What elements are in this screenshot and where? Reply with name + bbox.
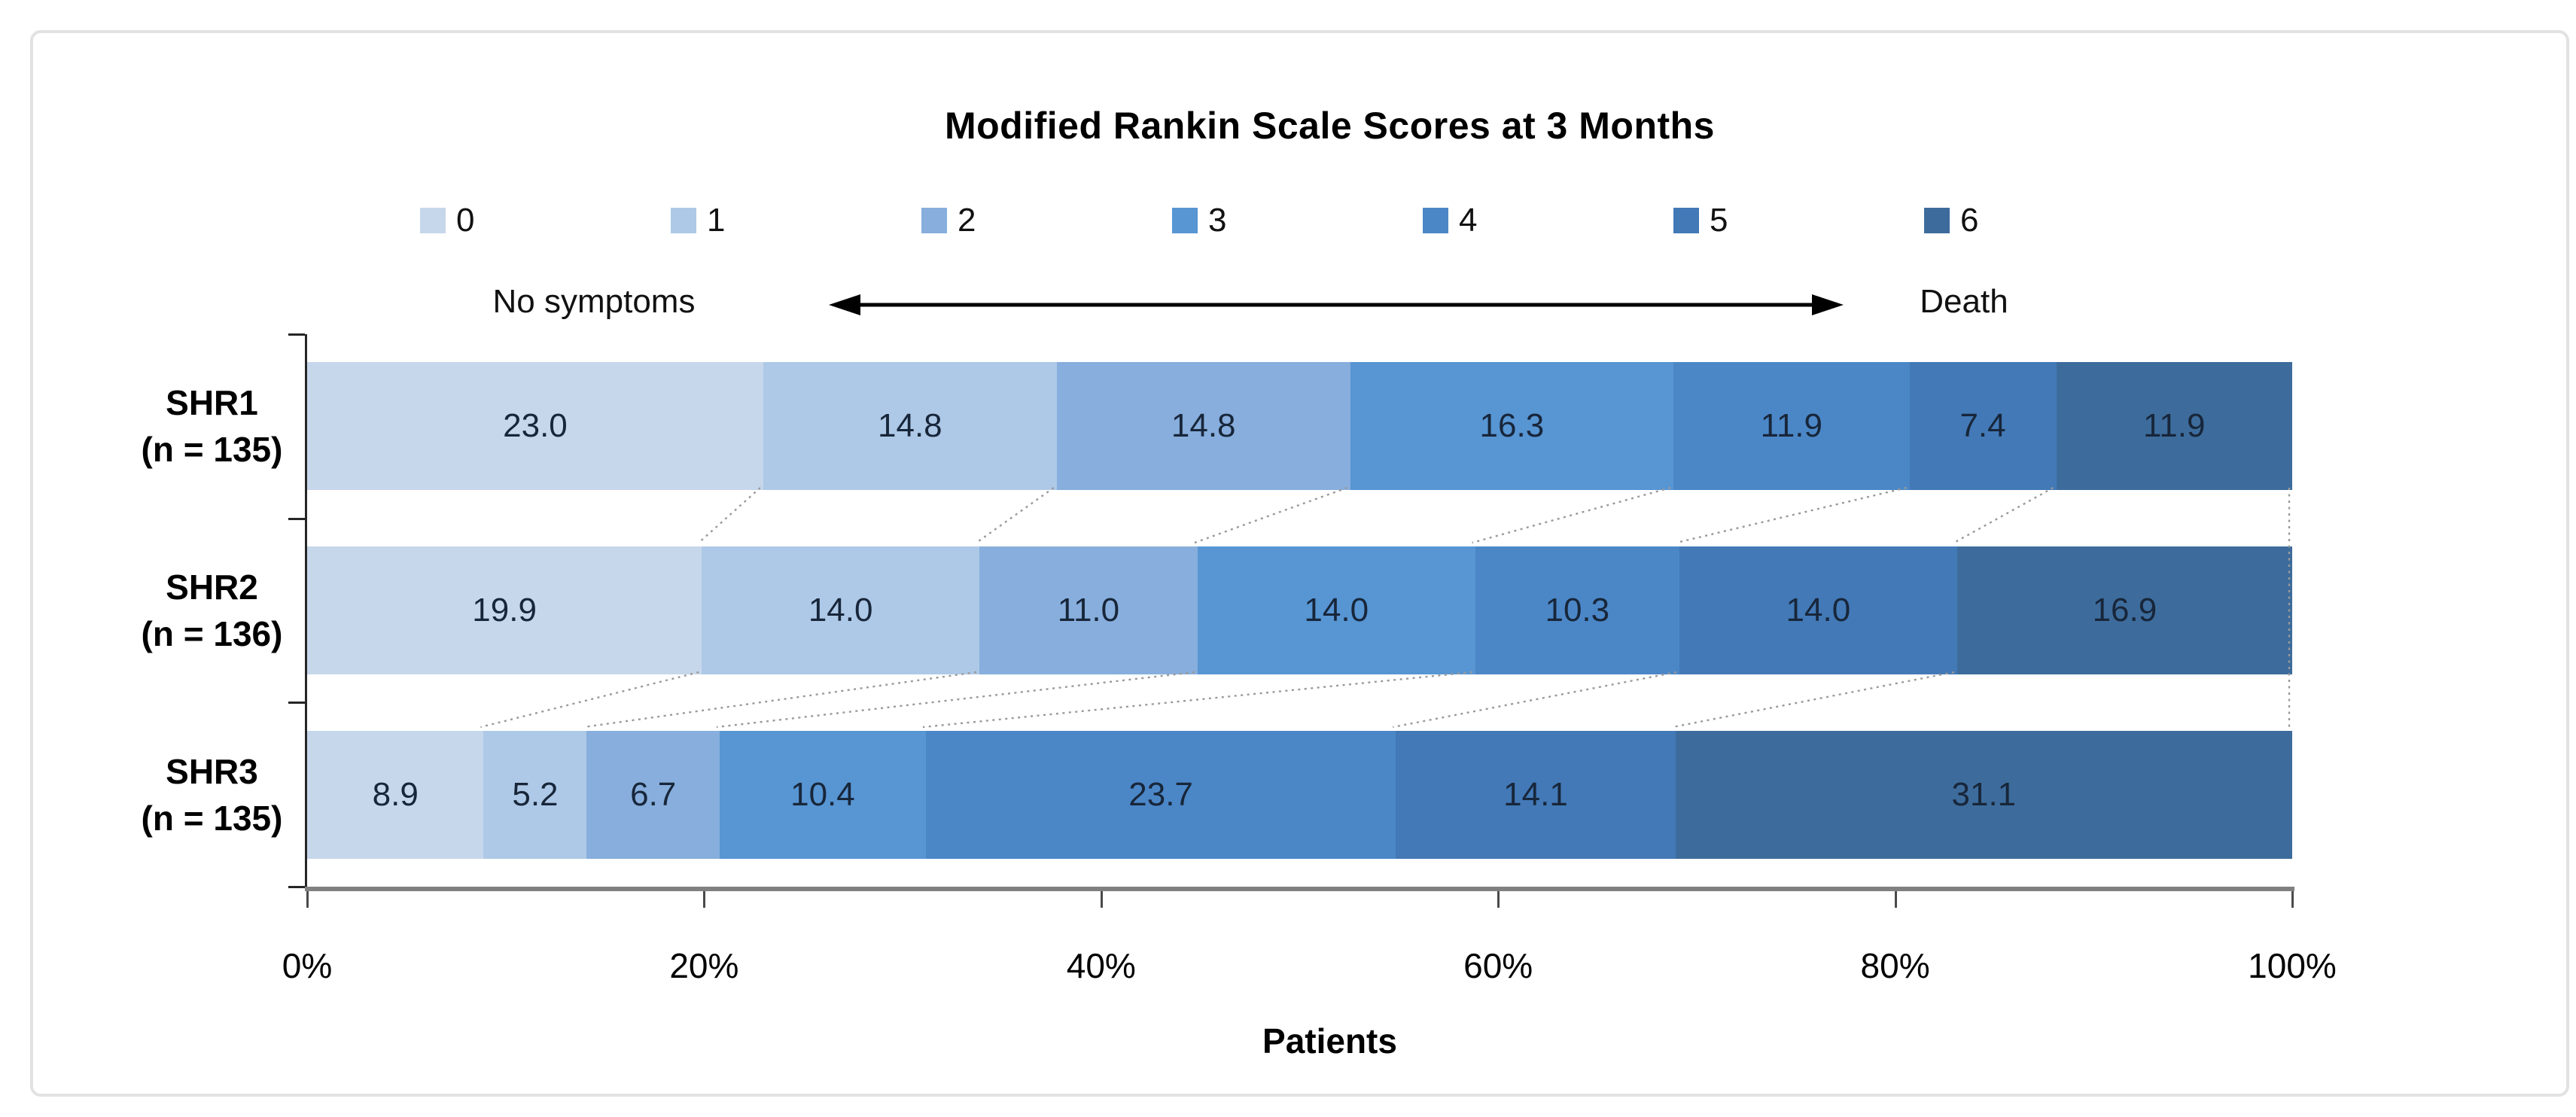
legend-swatch-5 — [1673, 208, 1699, 233]
segment-value-label: 14.0 — [1304, 592, 1369, 629]
segment-value-label: 19.9 — [472, 592, 537, 629]
bar-segment: 14.8 — [1056, 362, 1350, 490]
scale-left-label: No symptoms — [492, 283, 696, 320]
scale-right-label: Death — [1920, 283, 2008, 320]
segment-value-label: 6.7 — [630, 776, 677, 813]
bar-segment: 14.0 — [1679, 546, 1957, 674]
x-tick-label: 100% — [2248, 946, 2337, 985]
segment-value-label: 31.1 — [1951, 776, 2017, 813]
x-axis-tick — [1497, 891, 1500, 908]
bar-segment: 14.1 — [1396, 731, 1676, 859]
category-name: SHR1 — [166, 383, 258, 422]
bar-segment: 11.0 — [979, 546, 1198, 674]
bar-segment: 16.3 — [1350, 362, 1674, 490]
bar-segment: 14.8 — [763, 362, 1057, 490]
category-n: (n = 135) — [141, 799, 283, 838]
legend-item: 2 — [921, 196, 976, 245]
legend-swatch-0 — [420, 208, 446, 233]
category-name: SHR3 — [166, 752, 258, 791]
legend-item-label: 5 — [1710, 202, 1728, 239]
category-label-SHR3: SHR3 (n = 135) — [97, 748, 327, 842]
segment-value-label: 11.0 — [1057, 592, 1120, 629]
segment-value-label: 14.8 — [1171, 407, 1236, 444]
legend-item-label: 0 — [456, 202, 475, 239]
bar-segment: 5.2 — [483, 731, 587, 859]
bar-segment: 10.4 — [719, 731, 926, 859]
legend-item: 1 — [671, 196, 725, 245]
y-axis-tick — [288, 886, 305, 888]
bar-segment: 23.0 — [307, 362, 763, 490]
bar-segment: 11.9 — [2056, 362, 2292, 490]
bar-segment: 11.9 — [1673, 362, 1910, 490]
x-tick-label: 20% — [669, 946, 739, 985]
x-axis-tick — [1894, 891, 1897, 908]
bar-row-SHR2: 19.9 14.0 11.0 14.0 10.3 14.0 16.9 — [307, 546, 2292, 674]
y-axis-tick — [288, 333, 305, 336]
bar-row-SHR1: 23.0 14.8 14.8 16.3 11.9 7.4 11.9 — [307, 362, 2292, 490]
bar-segment: 6.7 — [586, 731, 720, 859]
segment-value-label: 14.8 — [878, 407, 942, 444]
segment-value-label: 16.3 — [1479, 407, 1545, 444]
category-name: SHR2 — [166, 568, 258, 607]
chart-title: Modified Rankin Scale Scores at 3 Months — [944, 105, 1715, 147]
x-axis-tick — [1100, 891, 1103, 908]
bar-segment: 19.9 — [307, 546, 702, 674]
segment-value-label: 10.3 — [1545, 592, 1610, 629]
x-axis-title: Patients — [1262, 1021, 1397, 1061]
category-label-SHR1: SHR1 (n = 135) — [97, 379, 327, 473]
bar-segment: 10.3 — [1475, 546, 1679, 674]
legend-swatch-4 — [1423, 208, 1448, 233]
category-label-SHR2: SHR2 (n = 136) — [97, 564, 327, 657]
x-tick-label: 0% — [282, 946, 333, 985]
bar-segment: 8.9 — [307, 731, 484, 859]
segment-value-label: 5.2 — [512, 776, 559, 813]
bar-segment: 31.1 — [1675, 731, 2292, 859]
segment-value-label: 10.4 — [790, 776, 855, 813]
x-tick-label: 80% — [1860, 946, 1930, 985]
segment-value-label: 7.4 — [1959, 407, 2006, 444]
segment-value-label: 11.9 — [2143, 407, 2206, 444]
segment-value-label: 11.9 — [1760, 407, 1822, 444]
legend-item: 4 — [1423, 196, 1477, 245]
legend-item-label: 4 — [1459, 202, 1478, 239]
x-axis-line — [305, 887, 2294, 891]
segment-value-label: 14.1 — [1503, 776, 1568, 813]
legend-item: 0 — [420, 196, 474, 245]
legend-swatch-2 — [921, 208, 947, 233]
legend-item: 5 — [1673, 196, 1728, 245]
bar-segment: 16.9 — [1956, 546, 2292, 674]
legend-item-label: 1 — [707, 202, 726, 239]
bar-segment: 23.7 — [925, 731, 1396, 859]
legend-item-label: 6 — [1960, 202, 1979, 239]
x-axis-tick — [2291, 891, 2294, 908]
bar-row-SHR3: 8.9 5.2 6.7 10.4 23.7 14.1 31.1 — [307, 731, 2292, 859]
bar-segment: 7.4 — [1909, 362, 2057, 490]
legend-swatch-3 — [1172, 208, 1198, 233]
segment-value-label: 8.9 — [372, 776, 419, 813]
y-axis-tick — [288, 517, 305, 520]
legend-swatch-1 — [671, 208, 696, 233]
bar-segment: 14.0 — [702, 546, 980, 674]
category-n: (n = 136) — [141, 614, 283, 653]
chart-card: Modified Rankin Scale Scores at 3 Months… — [30, 30, 2569, 1097]
y-axis-tick — [288, 702, 305, 705]
segment-value-label: 16.9 — [2092, 592, 2157, 629]
x-axis-tick — [703, 891, 706, 908]
segment-value-label: 23.0 — [503, 407, 568, 444]
legend-swatch-6 — [1924, 208, 1950, 233]
legend-item: 6 — [1924, 196, 1978, 245]
bar-segment: 14.0 — [1197, 546, 1475, 674]
category-n: (n = 135) — [141, 430, 283, 469]
legend-item-label: 3 — [1208, 202, 1227, 239]
legend-item: 3 — [1172, 196, 1226, 245]
x-tick-label: 40% — [1066, 946, 1136, 985]
segment-value-label: 14.0 — [1786, 592, 1851, 629]
x-tick-label: 60% — [1463, 946, 1533, 985]
segment-value-label: 23.7 — [1128, 776, 1193, 813]
y-axis-line — [305, 334, 307, 887]
legend-item-label: 2 — [958, 202, 976, 239]
segment-value-label: 14.0 — [808, 592, 873, 629]
double-arrow-icon — [829, 294, 1844, 315]
x-axis-tick — [306, 891, 309, 908]
